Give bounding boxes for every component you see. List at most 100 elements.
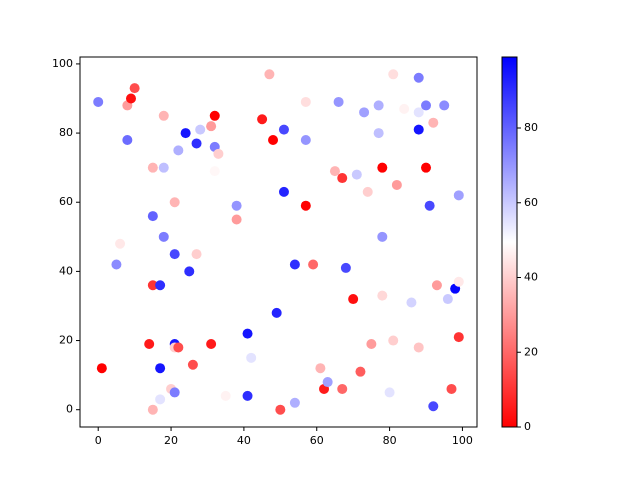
point — [209, 166, 220, 177]
point — [195, 124, 206, 135]
point — [421, 100, 432, 111]
point — [453, 190, 464, 201]
point — [158, 231, 169, 242]
point — [289, 397, 300, 408]
point — [213, 148, 224, 159]
point — [453, 332, 464, 343]
y-tick-label: 80 — [59, 126, 73, 139]
point — [373, 100, 384, 111]
point — [355, 366, 366, 377]
point — [275, 404, 286, 415]
point — [158, 162, 169, 173]
point — [388, 335, 399, 346]
point — [155, 363, 166, 374]
point — [206, 121, 217, 132]
point — [373, 128, 384, 139]
x-tick-label: 80 — [383, 434, 397, 447]
point — [300, 200, 311, 211]
point — [340, 262, 351, 273]
point — [428, 401, 439, 412]
point — [169, 387, 180, 398]
point — [184, 266, 195, 277]
point — [242, 390, 253, 401]
colorbar-tick-label: 60 — [524, 196, 538, 209]
point — [125, 93, 136, 104]
point — [111, 259, 122, 270]
point — [209, 110, 220, 121]
y-tick-label: 20 — [59, 334, 73, 347]
point — [155, 394, 166, 405]
point — [413, 124, 424, 135]
point — [257, 114, 268, 125]
point — [220, 390, 231, 401]
point — [147, 404, 158, 415]
point — [384, 387, 395, 398]
point — [147, 162, 158, 173]
y-tick-label: 0 — [66, 403, 73, 416]
point — [96, 363, 107, 374]
point — [453, 276, 464, 287]
point — [442, 294, 453, 305]
point — [421, 162, 432, 173]
x-tick-label: 60 — [310, 434, 324, 447]
y-tick-label: 100 — [52, 57, 73, 70]
colorbar-tick-label: 0 — [524, 420, 531, 433]
colorbar-tick-label: 80 — [524, 121, 538, 134]
point — [173, 342, 184, 353]
point — [399, 103, 410, 114]
point — [333, 96, 344, 107]
colorbar — [501, 56, 518, 428]
point — [413, 72, 424, 83]
point — [264, 69, 275, 80]
point — [337, 173, 348, 184]
point — [300, 134, 311, 145]
point — [129, 83, 140, 94]
point — [289, 259, 300, 270]
point — [413, 342, 424, 353]
point — [155, 280, 166, 291]
plot-frame — [79, 56, 478, 428]
y-tick-label: 60 — [59, 195, 73, 208]
point — [431, 280, 442, 291]
x-tick-label: 100 — [452, 434, 473, 447]
point — [268, 134, 279, 145]
point — [147, 280, 158, 291]
point — [122, 134, 133, 145]
point — [388, 69, 399, 80]
point — [315, 363, 326, 374]
point — [173, 145, 184, 156]
point — [271, 307, 282, 318]
point — [446, 383, 457, 394]
point — [206, 339, 217, 350]
point — [428, 117, 439, 128]
x-tick-label: 40 — [237, 434, 251, 447]
point — [180, 128, 191, 139]
y-tick-label: 40 — [59, 264, 73, 277]
point — [191, 249, 202, 260]
point — [359, 107, 370, 118]
point — [115, 238, 126, 249]
point — [93, 96, 104, 107]
point — [377, 290, 388, 301]
point — [187, 359, 198, 370]
point — [278, 186, 289, 197]
point — [362, 186, 373, 197]
point — [246, 352, 257, 363]
point — [413, 107, 424, 118]
point — [391, 179, 402, 190]
point — [147, 211, 158, 222]
point — [424, 200, 435, 211]
point — [377, 231, 388, 242]
point — [308, 259, 319, 270]
point — [366, 339, 377, 350]
point — [242, 328, 253, 339]
point — [191, 138, 202, 149]
point — [377, 162, 388, 173]
point — [169, 197, 180, 208]
x-tick-label: 20 — [164, 434, 178, 447]
point — [231, 214, 242, 225]
colorbar-tick-label: 40 — [524, 271, 538, 284]
colorbar-tick-label: 20 — [524, 345, 538, 358]
